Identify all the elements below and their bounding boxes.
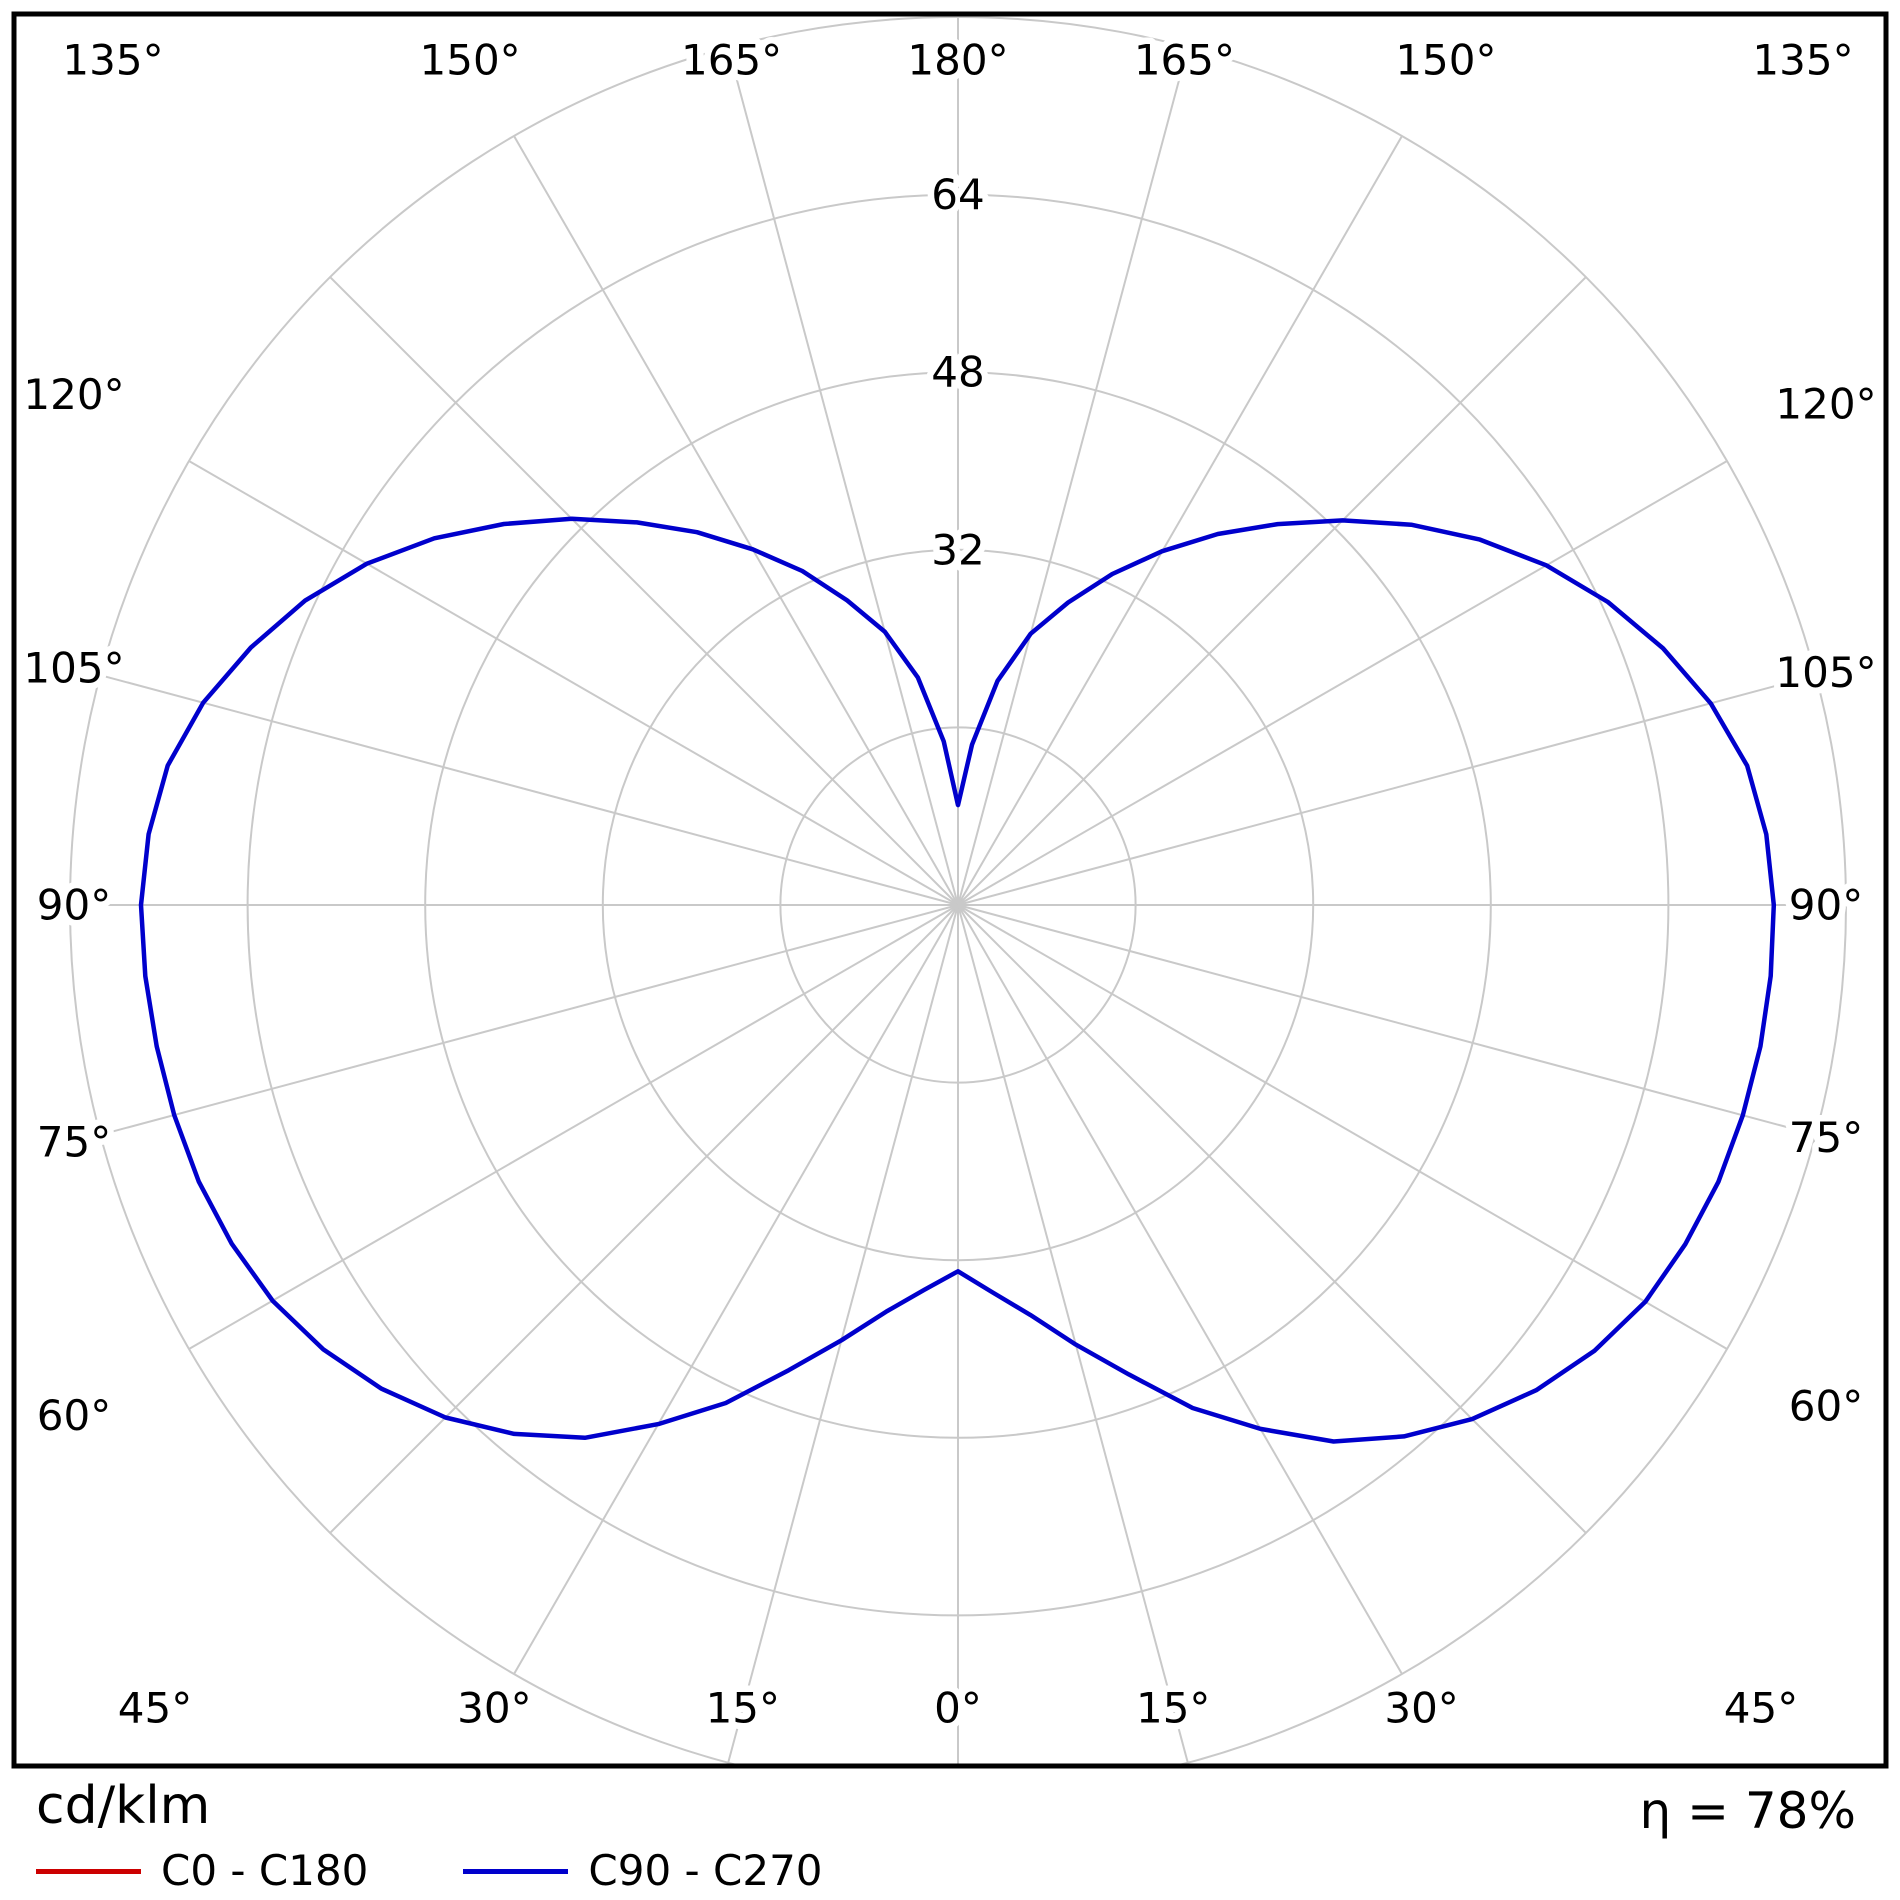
angle-label-30-left: 30° bbox=[457, 1684, 531, 1733]
legend-swatch-c90-c270 bbox=[463, 1868, 569, 1874]
grid-radial-300 bbox=[188, 904, 959, 1350]
efficiency-label: η = 78% bbox=[1639, 1782, 1856, 1840]
legend-item-c90-c270: C90 - C270 bbox=[463, 1846, 823, 1895]
legend-item-c0-c180: C0 - C180 bbox=[36, 1850, 368, 1892]
angle-label-60-left: 60° bbox=[37, 1391, 111, 1440]
axis-labels: 0° 15° 15° 30° 30° 45° 45° 60° 60° 75° 75° 90° 90° 10… bbox=[17, 29, 1883, 1739]
grid-radial-60 bbox=[957, 904, 1728, 1350]
plot-border bbox=[11, 11, 1889, 1769]
angle-label-150-right: 150° bbox=[1395, 36, 1496, 85]
grid-radial-225 bbox=[329, 276, 959, 906]
angle-label-45-left: 45° bbox=[118, 1684, 192, 1733]
intensity-curve-C90-C270 bbox=[138, 516, 1777, 1444]
grid-radial-105 bbox=[957, 674, 1817, 906]
angle-label-135-left: 135° bbox=[62, 36, 163, 85]
angle-label-45-right: 45° bbox=[1724, 1684, 1798, 1733]
grid-radial-165 bbox=[957, 46, 1189, 906]
grid-radial-45 bbox=[957, 904, 1587, 1534]
grid-radial-195 bbox=[727, 46, 959, 906]
angle-label-165-right: 165° bbox=[1134, 36, 1235, 85]
angle-label-105-left: 105° bbox=[23, 644, 124, 693]
legend-label-c0-c180: C0 - C180 bbox=[161, 1846, 369, 1895]
angle-label-90-right: 90° bbox=[1789, 881, 1863, 930]
angle-label-0: 0° bbox=[934, 1684, 982, 1733]
grid-radial-345 bbox=[727, 904, 959, 1764]
grid-radial-150 bbox=[957, 135, 1403, 906]
angle-label-15-left: 15° bbox=[706, 1684, 780, 1733]
angle-label-120-left: 120° bbox=[23, 370, 124, 419]
legend: C0 - C180 C90 - C270 bbox=[36, 1850, 823, 1892]
grid-radial-15 bbox=[957, 904, 1189, 1764]
grid-radial-30 bbox=[957, 904, 1403, 1675]
grid-radial-330 bbox=[513, 904, 959, 1675]
units-label: cd/klm bbox=[36, 1776, 211, 1836]
angle-label-135-right: 135° bbox=[1752, 36, 1853, 85]
grid-radial-120 bbox=[957, 460, 1728, 906]
ring-label-48: 48 bbox=[931, 348, 984, 397]
grid-radial-135 bbox=[957, 276, 1587, 906]
grid-radial-210 bbox=[513, 135, 959, 906]
ring-label-32: 32 bbox=[931, 525, 984, 574]
legend-swatch-c0-c180 bbox=[36, 1868, 141, 1874]
grid-radial-255 bbox=[99, 674, 959, 906]
polar-grid bbox=[69, 16, 1847, 1766]
grid-radial-75 bbox=[957, 904, 1817, 1136]
grid-radial-315 bbox=[329, 904, 959, 1534]
angle-label-90-left: 90° bbox=[37, 881, 111, 930]
ring-label-64: 64 bbox=[931, 170, 984, 219]
angle-label-120-right: 120° bbox=[1775, 379, 1876, 428]
angle-label-60-right: 60° bbox=[1789, 1382, 1863, 1431]
angle-label-165-left: 165° bbox=[681, 36, 782, 85]
angle-label-15-right: 15° bbox=[1136, 1684, 1210, 1733]
grid-radial-240 bbox=[188, 460, 959, 906]
angle-label-105-right: 105° bbox=[1775, 648, 1876, 697]
angle-label-75-right: 75° bbox=[1789, 1113, 1863, 1162]
angle-label-150-left: 150° bbox=[420, 36, 521, 85]
angle-label-180: 180° bbox=[907, 36, 1008, 85]
grid-radial-285 bbox=[99, 904, 959, 1136]
angle-label-75-left: 75° bbox=[37, 1117, 111, 1166]
angle-label-30-right: 30° bbox=[1384, 1684, 1458, 1733]
legend-label-c90-c270: C90 - C270 bbox=[588, 1846, 823, 1895]
